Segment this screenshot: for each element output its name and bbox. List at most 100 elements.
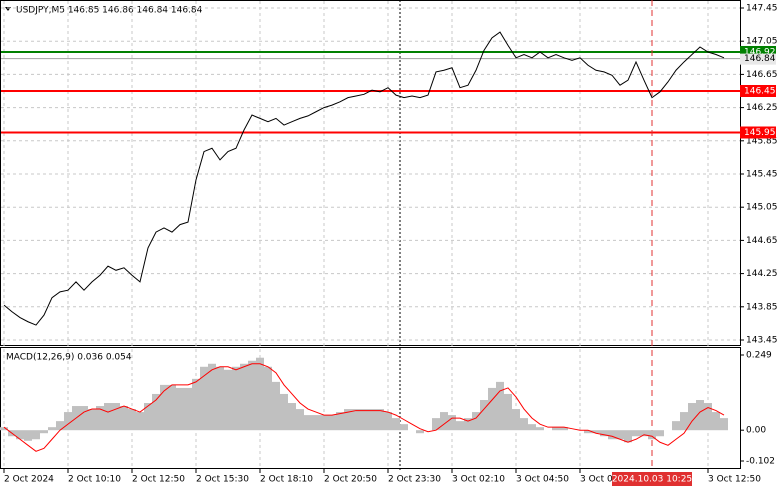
- y-tick-label: 147.45: [746, 4, 778, 14]
- y-tick-label: 144.25: [746, 269, 778, 279]
- histogram-bar: [0, 427, 8, 431]
- y-tick-label: 146.65: [746, 70, 778, 80]
- histogram-bar: [16, 430, 24, 440]
- histogram-bar: [528, 424, 536, 431]
- histogram-bar: [440, 412, 448, 431]
- x-tick-label: 2 Oct 10:10: [68, 475, 121, 485]
- histogram-bar: [40, 430, 48, 434]
- current-price-box: [740, 53, 776, 65]
- histogram-bar: [304, 415, 312, 431]
- histogram-bar: [688, 403, 696, 431]
- histogram-bar: [504, 393, 512, 431]
- histogram-bar: [152, 393, 160, 431]
- histogram-bar: [192, 378, 200, 431]
- histogram-bar: [496, 381, 504, 431]
- x-tick-label: 3 Oct 07:30: [580, 475, 633, 485]
- histogram-bar: [392, 418, 400, 431]
- histogram-bar: [264, 366, 272, 431]
- x-tick-label: 2 Oct 12:50: [132, 475, 185, 485]
- histogram-bar: [176, 387, 184, 431]
- histogram-bar: [120, 406, 128, 431]
- histogram-bar: [600, 430, 608, 437]
- histogram-bar: [432, 418, 440, 431]
- histogram-bar: [288, 403, 296, 431]
- histogram-bar: [224, 369, 232, 431]
- histogram-bar: [352, 409, 360, 431]
- histogram-bar: [536, 427, 544, 431]
- histogram-bar: [400, 424, 408, 431]
- histogram-bar: [160, 384, 168, 431]
- histogram-bar: [360, 409, 368, 431]
- x-tick-label: 2 Oct 18:10: [260, 475, 313, 485]
- histogram-bar: [248, 360, 256, 431]
- y-tick-label: 145.45: [746, 170, 778, 180]
- level-label: 146.45: [744, 87, 776, 97]
- histogram-bar: [240, 363, 248, 431]
- histogram-bar: [552, 427, 560, 431]
- level-label-box: [740, 126, 776, 139]
- histogram-bar: [416, 430, 424, 434]
- histogram-bar: [608, 430, 616, 440]
- macd-frame: [0, 347, 741, 469]
- histogram-bar: [184, 387, 192, 431]
- cursor-label-box: [612, 472, 692, 486]
- histogram-bar: [280, 393, 288, 431]
- histogram-bar: [112, 403, 120, 431]
- cursor-label: 2024.10.03 10:25: [612, 475, 692, 485]
- histogram-bar: [312, 415, 320, 431]
- histogram-bar: [88, 409, 96, 431]
- histogram-bar: [456, 421, 464, 431]
- histogram-bar: [216, 366, 224, 431]
- histogram-bar: [616, 430, 624, 440]
- histogram-bar: [56, 421, 64, 431]
- histogram-bar: [24, 430, 32, 441]
- y-tick-label: 147.05: [746, 37, 778, 47]
- histogram-bar: [712, 412, 720, 431]
- y-tick-label: 146.25: [746, 103, 778, 113]
- level-label: 146.92: [744, 47, 776, 57]
- histogram-bar: [328, 415, 336, 431]
- histogram-bar: [488, 387, 496, 431]
- histogram-bar: [632, 430, 640, 437]
- histogram-bar: [448, 415, 456, 431]
- y-tick-label: 145.05: [746, 203, 778, 213]
- x-tick-label: 3 Oct 04:50: [516, 475, 569, 485]
- histogram-bar: [648, 430, 656, 440]
- y-tick-label: 0.249: [746, 351, 772, 361]
- y-tick-label: 0.00: [746, 426, 766, 436]
- histogram-bar: [272, 381, 280, 431]
- histogram-bar: [144, 403, 152, 431]
- histogram-bar: [520, 418, 528, 431]
- level-label-box: [740, 85, 776, 97]
- histogram-bar: [376, 409, 384, 431]
- histogram-bar: [232, 366, 240, 431]
- histogram-bar: [64, 412, 72, 431]
- y-tick-label: 144.65: [746, 236, 778, 246]
- main-frame: [0, 0, 741, 346]
- x-tick-label: 2 Oct 23:30: [388, 475, 441, 485]
- histogram-bar: [480, 399, 488, 431]
- y-tick-label: -0.102: [746, 457, 775, 467]
- histogram-bar: [624, 430, 632, 443]
- histogram-bar: [336, 412, 344, 431]
- x-tick-label: 2 Oct 20:50: [324, 475, 377, 485]
- histogram-bar: [704, 403, 712, 431]
- macd-title: MACD(12,26,9) 0.036 0.054: [6, 353, 132, 363]
- histogram-bar: [680, 412, 688, 431]
- histogram-bar: [168, 384, 176, 431]
- x-tick-label: 3 Oct 12:50: [708, 475, 761, 485]
- y-tick-label: 143.45: [746, 336, 778, 346]
- histogram-bar: [208, 363, 216, 431]
- histogram-bar: [48, 427, 56, 431]
- histogram-bar: [200, 366, 208, 431]
- current-price-label: 146.84: [744, 54, 776, 64]
- x-tick-label: 2 Oct 15:30: [196, 475, 249, 485]
- histogram-bar: [296, 409, 304, 431]
- histogram-bar: [136, 412, 144, 431]
- price-line: [3, 31, 725, 326]
- histogram-bar: [592, 430, 600, 434]
- histogram-bar: [344, 409, 352, 431]
